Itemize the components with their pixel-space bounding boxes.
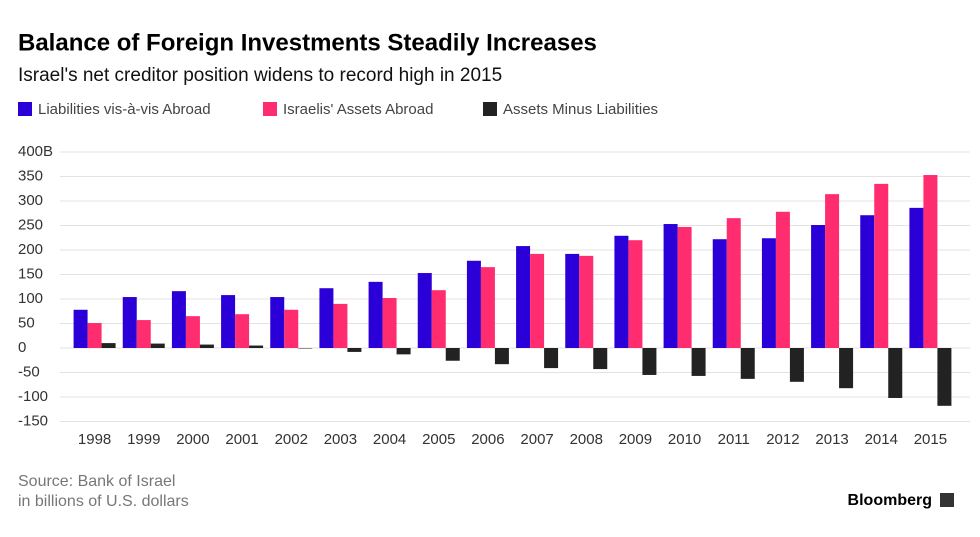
bar [270,297,285,348]
bar [937,348,952,406]
x-tick-label: 2003 [324,431,357,448]
legend-label: Assets Minus Liabilities [503,101,658,118]
y-tick-label: 350 [18,167,43,184]
bar [221,295,236,348]
x-tick-label: 2007 [520,431,553,448]
bar [839,348,854,389]
bar [691,348,706,376]
bar [87,323,102,348]
y-tick-label: -100 [18,388,48,405]
bar [516,246,531,348]
y-tick-label: 150 [18,265,43,282]
x-tick-label: 2009 [619,431,652,448]
bar [565,253,580,348]
bar [150,343,165,348]
source: Source: Bank of Israel [18,473,175,490]
bar [874,183,889,348]
bar [333,303,348,348]
y-tick-label: 50 [18,314,35,331]
bar [593,348,608,370]
note: in billions of U.S. dollars [18,493,189,510]
bar [775,211,790,348]
bar [909,207,924,348]
bar [726,218,741,348]
bar [73,309,88,348]
x-tick-label: 2006 [471,431,504,448]
bar [825,194,840,348]
x-tick-label: 2002 [275,431,308,448]
bar [347,348,362,352]
bar [761,238,776,348]
x-tick-label: 2000 [176,431,209,448]
x-tick-label: 1998 [78,431,111,448]
bar [284,309,299,348]
x-tick-label: 2005 [422,431,455,448]
y-tick-label: 250 [18,216,43,233]
bar [811,225,826,348]
chart-title: Balance of Foreign Investments Steadily … [18,29,597,56]
x-tick-label: 2014 [865,431,898,448]
bar [480,267,495,348]
bar [235,314,250,348]
bar [445,348,460,361]
bar [544,348,559,369]
x-tick-label: 1999 [127,431,160,448]
bar [101,343,116,348]
bar [368,281,383,348]
brand: Bloomberg [848,492,932,509]
bar [888,348,903,398]
x-tick-label: 2004 [373,431,406,448]
legend-label: Liabilities vis-à-vis Abroad [38,101,211,118]
bar [319,288,334,348]
bar [712,239,727,348]
bar [789,348,804,382]
bar [249,345,264,348]
x-tick-label: 2012 [766,431,799,448]
bar [677,226,692,348]
bar [417,273,432,348]
x-tick-label: 2001 [225,431,258,448]
bar [382,298,397,348]
x-tick-label: 2013 [815,431,848,448]
bar [199,344,214,348]
y-tick-label: -50 [18,363,40,380]
bar [185,316,200,348]
y-tick-label: 0 [18,339,26,356]
bar [579,255,594,348]
y-tick-label: -150 [18,412,48,429]
bar [171,291,186,348]
bar [860,215,875,348]
bar [494,348,509,365]
y-tick-label: 400B [18,143,53,160]
legend-swatch [483,102,497,116]
y-tick-label: 200 [18,241,43,258]
y-tick-label: 300 [18,192,43,209]
bar [614,235,629,348]
x-tick-label: 2010 [668,431,701,448]
chart-subtitle: Israel's net creditor position widens to… [18,65,502,86]
bar [136,320,151,348]
bar [642,348,657,375]
legend-swatch [263,102,277,116]
brand-icon [940,493,954,507]
bar [122,297,137,348]
y-tick-label: 100 [18,290,43,307]
bar [396,348,411,355]
bar [466,260,481,348]
bar [923,175,938,348]
x-tick-label: 2011 [718,431,750,448]
legend-swatch [18,102,32,116]
x-tick-label: 2008 [570,431,603,448]
bar [530,253,545,348]
bar [663,224,678,348]
x-tick-label: 2015 [914,431,947,448]
bar [431,290,446,348]
bar [740,348,755,379]
legend-label: Israelis' Assets Abroad [283,101,433,118]
bar [628,240,643,348]
